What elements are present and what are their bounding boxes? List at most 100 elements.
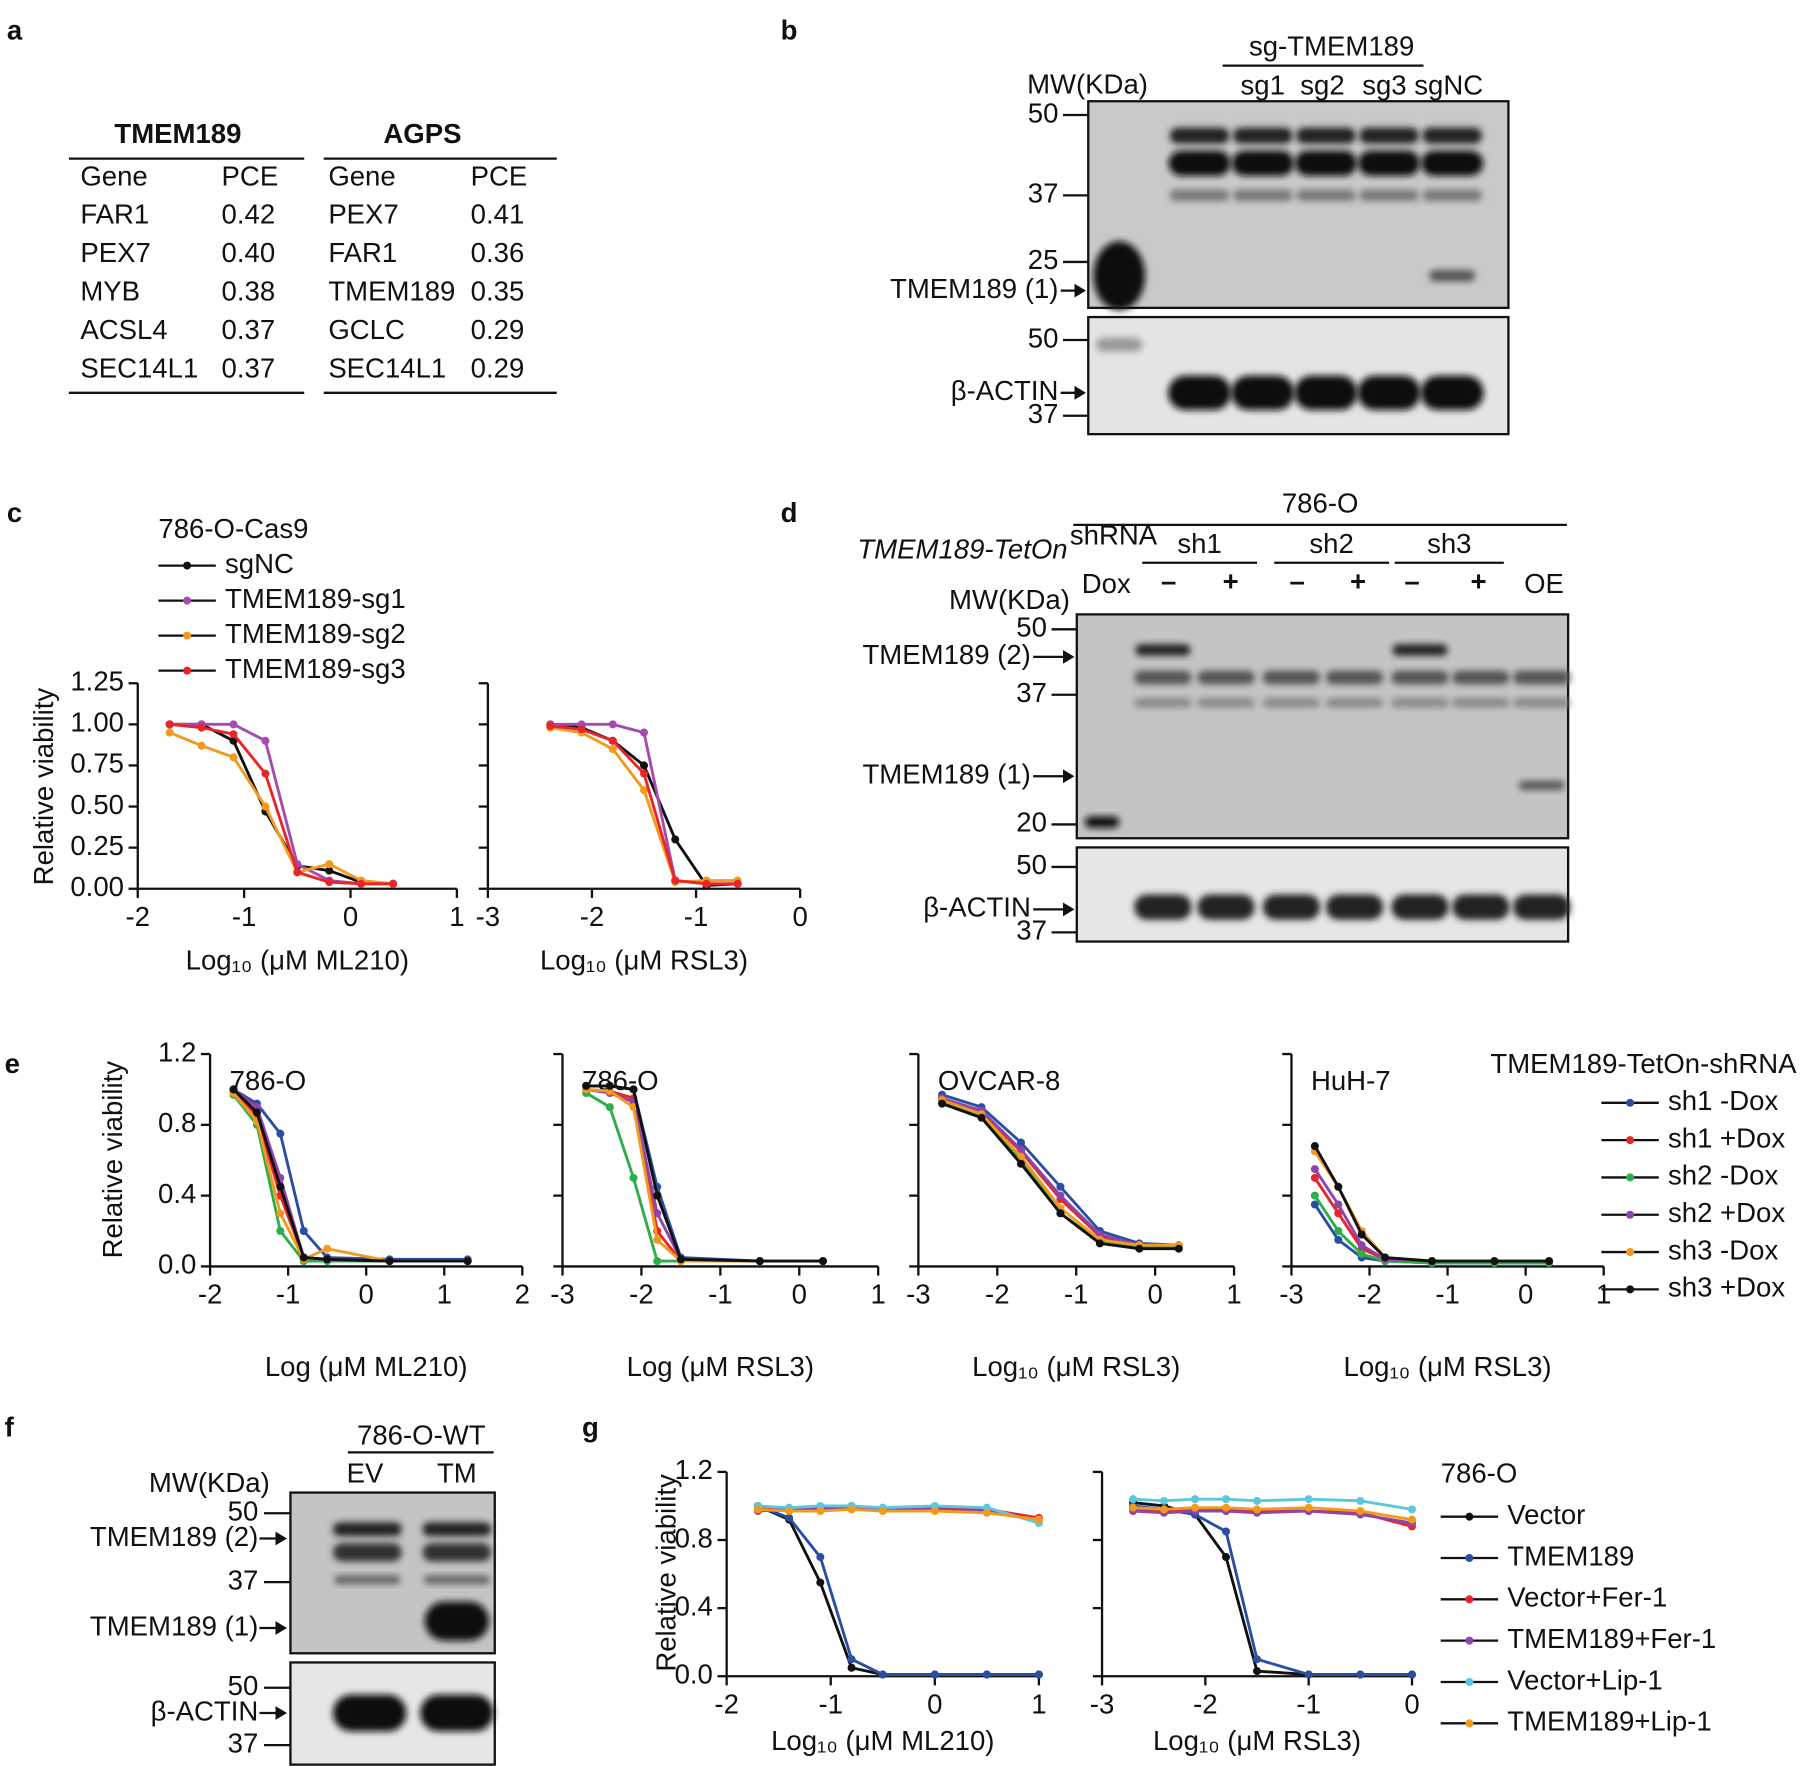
x-tick-label: 0 [792, 901, 807, 932]
mw-marker: 50 [228, 1496, 259, 1527]
y-tick-label: 0.4 [675, 1590, 713, 1621]
legend-label: sh3 +Dox [1668, 1272, 1785, 1303]
point [1160, 1496, 1169, 1505]
point [1334, 1209, 1343, 1218]
band-label: β-ACTIN [923, 892, 1031, 923]
mw-marker: 50 [1016, 612, 1047, 643]
curve [941, 1102, 1179, 1251]
group-label: sh1 [1177, 528, 1221, 559]
point [847, 1663, 856, 1672]
pce-cell: 0.38 [222, 275, 276, 306]
curve [1132, 1509, 1413, 1525]
band [424, 1601, 490, 1641]
curve [941, 1096, 1179, 1247]
point [785, 1513, 794, 1522]
y-axis-label: Relative viability [650, 1474, 681, 1672]
band [1134, 894, 1192, 920]
band [1134, 698, 1192, 708]
point [608, 736, 617, 745]
point [1222, 1527, 1231, 1536]
gene-cell: TMEM189 [328, 275, 455, 306]
y-tick-label: 0.75 [70, 748, 124, 779]
curve [585, 1091, 823, 1263]
point [1407, 1505, 1417, 1514]
pce-cell: 0.29 [471, 314, 525, 345]
curve [586, 1084, 823, 1263]
mw-label: MW(KDa) [149, 1467, 270, 1498]
point [1056, 1191, 1065, 1200]
point [252, 1108, 261, 1117]
mw-marker: 50 [228, 1670, 259, 1701]
lane-label: sg1 [1241, 70, 1285, 101]
band [1197, 894, 1255, 920]
point [605, 1081, 614, 1090]
point [357, 879, 366, 888]
point [1191, 1495, 1200, 1504]
legend-dot [1465, 1595, 1474, 1604]
point [930, 1670, 939, 1679]
x-tick-label: -3 [550, 1279, 575, 1310]
legend-title: 786-O-Cas9 [158, 513, 308, 544]
legend-dot [1626, 1173, 1635, 1182]
curve [586, 1088, 823, 1263]
point [197, 723, 206, 732]
legend-dot [1626, 1285, 1635, 1294]
curve [550, 722, 738, 886]
point [1222, 1495, 1231, 1504]
x-axis-label: Log₁₀ (μM ML210) [771, 1725, 994, 1756]
legend-label: sgNC [225, 548, 294, 579]
x-axis-label: Log₁₀ (μM ML210) [186, 944, 409, 975]
curve [169, 731, 394, 886]
curve [1132, 1497, 1413, 1511]
arrow-head [1063, 649, 1075, 664]
legend-dot [1465, 1512, 1474, 1521]
point [261, 769, 270, 778]
legend-dot [1465, 1719, 1474, 1728]
x-tick-label: -2 [580, 901, 605, 932]
pce-cell: 0.37 [222, 353, 276, 384]
construct: TMEM189-TetOn [857, 534, 1067, 565]
x-tick-label: -1 [1064, 1279, 1089, 1310]
band [1452, 894, 1510, 920]
point [1304, 1495, 1313, 1504]
point [1252, 1505, 1262, 1514]
point [1304, 1670, 1313, 1679]
y-tick-label: 0.0 [675, 1659, 713, 1690]
pce-cell: 0.40 [222, 237, 276, 268]
band [1262, 698, 1321, 708]
column-header: PCE [222, 160, 279, 191]
x-tick-label: 1 [1031, 1688, 1046, 1719]
sign: – [1161, 566, 1176, 597]
curve [757, 1506, 1040, 1521]
point [546, 721, 555, 731]
point [671, 835, 680, 844]
arrow-head [1063, 769, 1075, 784]
band [1296, 189, 1356, 202]
mw-marker: 37 [228, 1727, 259, 1758]
point [1427, 1257, 1436, 1266]
x-tick-label: 1 [871, 1279, 886, 1310]
point [229, 730, 238, 739]
point [276, 1227, 285, 1236]
panel-label: d [781, 497, 798, 528]
point [1252, 1496, 1262, 1505]
band [1358, 150, 1421, 176]
band [1518, 780, 1565, 791]
arrow-head [275, 1621, 287, 1635]
lane-label: sg2 [1300, 70, 1344, 101]
legend-dot [1626, 1098, 1635, 1107]
column-header: Gene [80, 160, 147, 191]
panel-label: e [5, 1048, 20, 1079]
point [165, 728, 174, 737]
y-tick-label: 1.2 [675, 1454, 713, 1485]
y-tick-label: 1.2 [158, 1036, 196, 1067]
legend-dot [183, 666, 192, 675]
legend-label: Vector+Lip-1 [1507, 1664, 1662, 1695]
legend-label: TMEM189+Fer-1 [1507, 1623, 1716, 1654]
panel-label: c [7, 497, 22, 528]
point [1310, 1165, 1319, 1174]
point [816, 1553, 825, 1562]
treatment-label: Dox [1082, 568, 1131, 599]
x-axis-label: Log₁₀ (μM RSL3) [1344, 1351, 1552, 1382]
